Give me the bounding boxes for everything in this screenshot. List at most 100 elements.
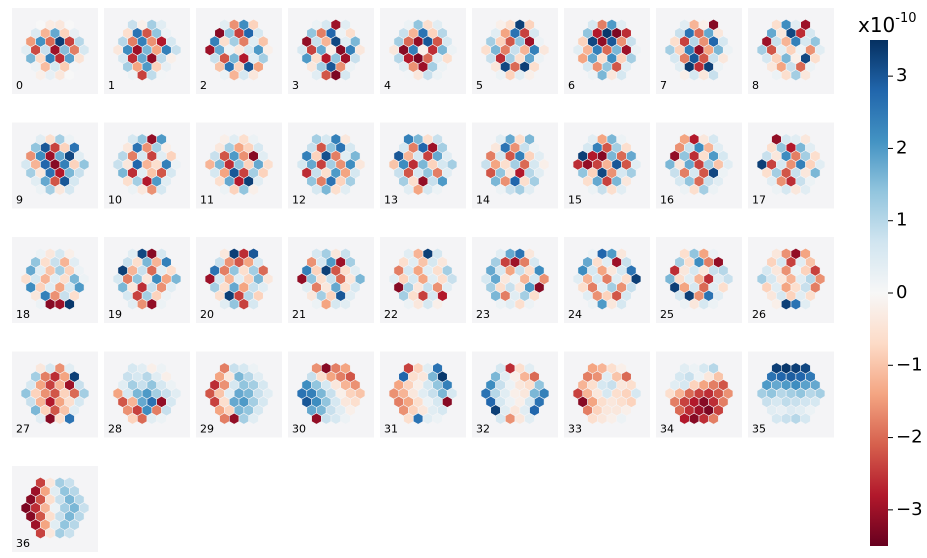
panel-label: 4 xyxy=(384,79,391,92)
hex-cell xyxy=(596,69,608,82)
colorbar-label: x10 xyxy=(858,13,895,37)
hex-cell xyxy=(35,298,46,311)
hex-cell xyxy=(238,298,249,311)
hex-cell xyxy=(606,412,618,425)
panel: 26 xyxy=(748,237,834,323)
hex-cell xyxy=(587,412,598,425)
panel: 32 xyxy=(472,351,558,438)
hex-cell xyxy=(35,183,46,196)
hex-cell xyxy=(495,298,506,311)
hex-cell xyxy=(432,183,443,196)
hex-cell xyxy=(524,298,535,311)
panel: 10 xyxy=(104,122,190,209)
panel: 17 xyxy=(748,122,834,209)
hex-cell xyxy=(780,412,792,425)
hex-cell xyxy=(412,412,424,425)
hex-cell xyxy=(219,298,230,311)
hex-cell xyxy=(311,298,322,311)
hex-cell xyxy=(688,298,700,311)
hex-cell xyxy=(146,69,157,82)
panel: 1 xyxy=(104,8,190,94)
panel: 8 xyxy=(748,8,834,94)
panel-label: 0 xyxy=(16,79,23,92)
colorbar-tick-label: 1 xyxy=(896,210,907,231)
hex-cell xyxy=(495,412,506,425)
hex-cell xyxy=(330,298,342,311)
hex-cell xyxy=(771,298,782,311)
colorbar-exponent: -10 xyxy=(895,11,916,26)
panel: 22 xyxy=(380,237,466,323)
colorbar-tick-label: −2 xyxy=(896,427,923,448)
hex-cell xyxy=(688,412,700,425)
panel-label: 8 xyxy=(752,79,759,92)
hex-cell xyxy=(587,183,598,196)
panel-label: 23 xyxy=(476,308,490,321)
hex-cell xyxy=(35,527,46,540)
hex-cell xyxy=(606,69,618,82)
hex-cell xyxy=(422,183,434,196)
hex-cell xyxy=(340,69,351,82)
panel-label: 15 xyxy=(568,194,582,207)
panel: 27 xyxy=(12,351,98,438)
hex-cell xyxy=(708,412,719,425)
hex-cell xyxy=(311,69,322,82)
panel-label: 3 xyxy=(292,79,299,92)
hex-cell xyxy=(248,412,259,425)
hex-cell xyxy=(698,298,710,311)
hex-cell xyxy=(504,412,516,425)
hex-cell xyxy=(127,412,138,425)
panel-label: 13 xyxy=(384,194,398,207)
panel-label: 5 xyxy=(476,79,483,92)
panel-label: 14 xyxy=(476,194,490,207)
panel-label: 26 xyxy=(752,308,766,321)
hex-cell xyxy=(698,412,710,425)
hex-cell xyxy=(771,412,782,425)
hex-cell xyxy=(54,412,65,425)
panel: 18 xyxy=(12,237,98,323)
hex-cell xyxy=(412,69,424,82)
panel-label: 11 xyxy=(200,194,214,207)
hex-cell xyxy=(44,69,56,82)
panel-label: 22 xyxy=(384,308,398,321)
hex-cell xyxy=(790,412,802,425)
panel: 19 xyxy=(104,237,190,323)
panel: 7 xyxy=(656,8,742,94)
hex-cell xyxy=(44,183,56,196)
hex-cell xyxy=(403,69,414,82)
hex-cell xyxy=(320,69,332,82)
hex-cell xyxy=(64,412,75,425)
hex-cell xyxy=(800,183,811,196)
hex-cell xyxy=(64,183,75,196)
panel-label: 28 xyxy=(108,423,122,436)
panel: 30 xyxy=(288,351,374,438)
hex-cell xyxy=(524,69,535,82)
hex-cell xyxy=(127,183,138,196)
panel-label: 34 xyxy=(660,423,674,436)
panel: 13 xyxy=(380,122,466,209)
panel-label: 31 xyxy=(384,423,398,436)
hex-cell xyxy=(146,298,157,311)
hex-cell xyxy=(698,69,710,82)
hex-cell xyxy=(587,69,598,82)
hex-cell xyxy=(403,183,414,196)
panel: 24 xyxy=(564,237,650,323)
panel-label: 7 xyxy=(660,79,667,92)
panel-label: 6 xyxy=(568,79,575,92)
hex-cell xyxy=(219,69,230,82)
panel: 4 xyxy=(380,8,466,94)
hex-cell xyxy=(616,183,627,196)
hex-cell xyxy=(54,298,65,311)
panel: 34 xyxy=(656,351,742,438)
hex-cell xyxy=(248,298,259,311)
hex-cell xyxy=(54,527,65,540)
panel-label: 33 xyxy=(568,423,582,436)
hex-cell xyxy=(422,298,434,311)
hex-cell xyxy=(146,183,157,196)
hex-cell xyxy=(780,298,792,311)
panel: 12 xyxy=(288,122,374,209)
hex-cell xyxy=(790,298,802,311)
hex-cell xyxy=(137,298,148,311)
hex-cell xyxy=(771,69,782,82)
hex-cell xyxy=(137,412,148,425)
hex-cell xyxy=(403,298,414,311)
